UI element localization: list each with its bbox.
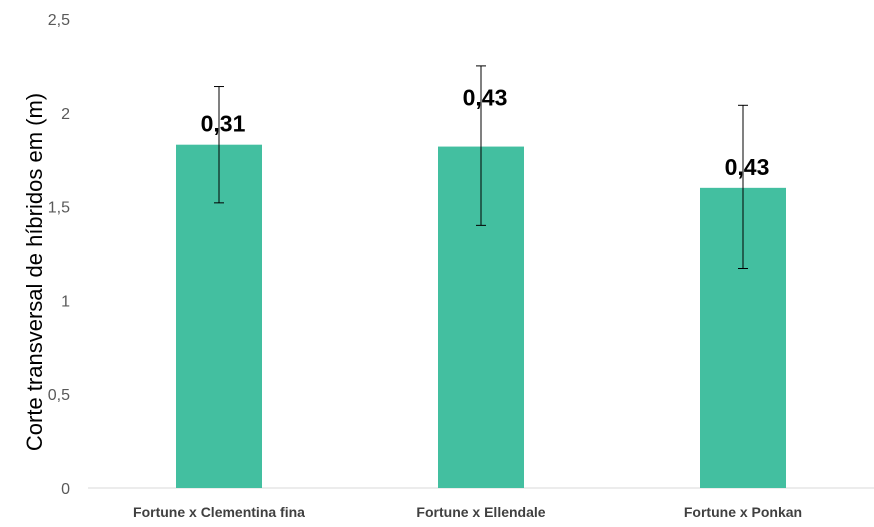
x-category-label: Fortune x Clementina fina (133, 504, 305, 520)
data-label: 0,43 (463, 85, 508, 111)
y-tick-label: 1 (61, 293, 70, 310)
data-label: 0,31 (201, 111, 246, 137)
y-tick-label: 2 (61, 106, 70, 123)
y-tick-label: 0 (61, 481, 70, 498)
data-labels: 0,31 0,43 0,43 (201, 85, 770, 180)
x-category-label: Fortune x Ellendale (416, 504, 545, 520)
error-bars (214, 65, 748, 270)
error-bar (476, 65, 486, 226)
y-tick-label: 0,5 (48, 387, 70, 404)
y-tick-label: 1,5 (48, 200, 70, 217)
y-tick-label: 2,5 (48, 12, 70, 29)
error-bar (738, 104, 748, 270)
y-axis-ticks: 0 0,5 1 1,5 2 2,5 (48, 12, 70, 498)
x-axis-categories: Fortune x Clementina fina Fortune x Ellen… (133, 504, 802, 520)
x-category-label: Fortune x Ponkan (684, 504, 802, 520)
data-label: 0,43 (725, 154, 770, 180)
y-axis-title: Corte transversal de híbridos em (m) (22, 93, 47, 451)
error-bar (214, 86, 224, 204)
